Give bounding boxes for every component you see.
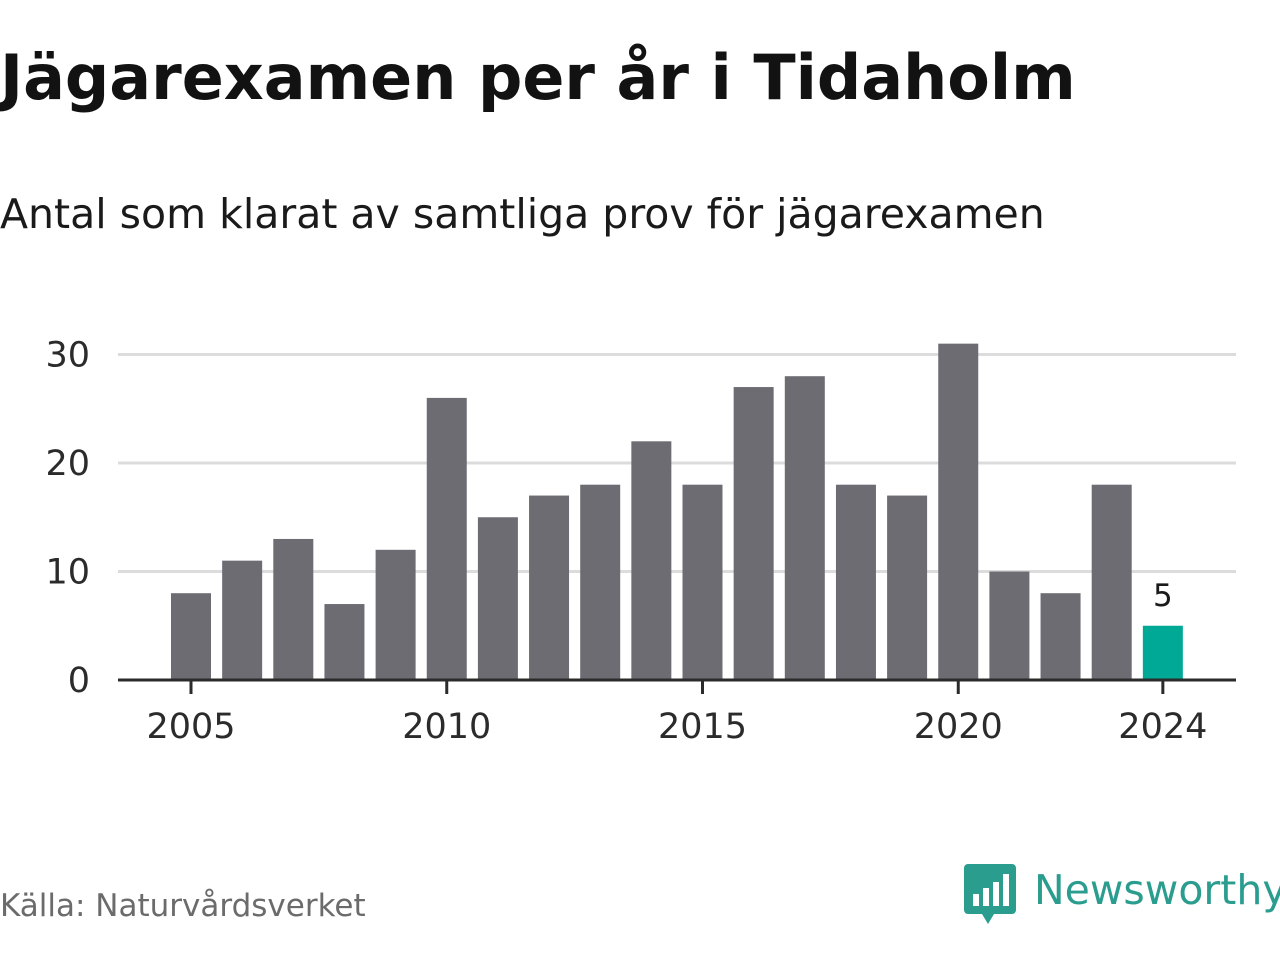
bar-2015 xyxy=(682,484,723,680)
bar-2009 xyxy=(375,549,416,680)
bar-2005 xyxy=(171,593,211,680)
data-labels: 5 xyxy=(1153,578,1173,614)
bar-2011 xyxy=(477,517,518,680)
bar-2020 xyxy=(938,343,979,680)
y-tick-label: 30 xyxy=(45,336,90,376)
x-tick-label: 2024 xyxy=(1118,707,1207,747)
x-tick-label: 2015 xyxy=(658,707,747,747)
bar-2017 xyxy=(784,376,825,680)
bar-2006 xyxy=(222,560,263,680)
bar-2012 xyxy=(529,495,570,680)
bar-chart: 0 10 20 30 2005 2010 2015 2020 2024 5 xyxy=(45,336,1236,747)
bar-2022 xyxy=(1040,593,1081,680)
chart-subtitle: Antal som klarat av samtliga prov för jä… xyxy=(0,190,1045,238)
x-axis-ticks: 2005 2010 2015 2020 2024 xyxy=(146,680,1207,747)
source-note: Källa: Naturvårdsverket xyxy=(0,888,366,924)
chart-title: Jägarexamen per år i Tidaholm xyxy=(0,41,1076,114)
brand-logo: Newsworthy xyxy=(964,862,1280,926)
bar-2010 xyxy=(426,397,467,680)
value-label-2024: 5 xyxy=(1153,578,1173,614)
brand-name: Newsworthy xyxy=(1034,866,1280,914)
bar-2007 xyxy=(273,538,314,680)
bar-2019 xyxy=(887,495,928,680)
bar-2021 xyxy=(989,571,1030,680)
bar-2023 xyxy=(1091,484,1132,680)
y-tick-label: 20 xyxy=(45,444,90,484)
x-tick-label: 2020 xyxy=(914,707,1003,747)
bar-2018 xyxy=(835,484,876,680)
y-tick-label: 0 xyxy=(68,661,90,701)
y-axis-ticks: 0 10 20 30 xyxy=(45,336,90,702)
x-tick-label: 2010 xyxy=(402,707,491,747)
bar-2016 xyxy=(733,387,774,680)
bar-2014 xyxy=(631,441,672,680)
bar-2008 xyxy=(324,604,365,680)
bar-2024 xyxy=(1142,625,1183,680)
bar-2013 xyxy=(580,484,621,680)
newsworthy-logo-icon xyxy=(964,864,1016,924)
x-tick-label: 2005 xyxy=(146,707,235,747)
y-tick-label: 10 xyxy=(45,553,90,593)
bars xyxy=(171,343,1183,680)
